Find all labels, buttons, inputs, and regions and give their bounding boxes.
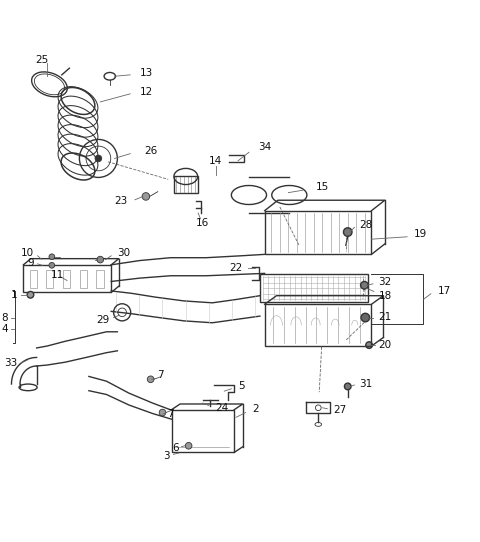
Circle shape [159,409,166,416]
Circle shape [49,254,55,260]
Text: 32: 32 [379,277,392,287]
Text: 15: 15 [315,182,329,192]
Circle shape [27,292,34,298]
Circle shape [345,383,351,390]
Text: 13: 13 [140,68,153,78]
Text: 20: 20 [379,340,392,350]
Text: 12: 12 [140,87,153,97]
Circle shape [49,262,55,268]
Text: 10: 10 [21,248,34,259]
Text: 29: 29 [96,315,110,325]
Text: 2: 2 [252,404,259,414]
Text: 9: 9 [27,258,34,268]
Circle shape [95,155,102,162]
Text: 34: 34 [258,141,272,152]
Circle shape [142,192,150,200]
Bar [96,269,104,288]
Text: 14: 14 [209,156,222,166]
Bar [174,177,198,192]
Text: 23: 23 [115,196,128,206]
Bar [264,304,372,346]
Text: 8: 8 [1,313,8,322]
Text: 21: 21 [379,312,392,321]
Text: 30: 30 [118,248,131,259]
Text: 5: 5 [238,382,245,391]
Bar [46,269,53,288]
Bar [260,274,368,302]
Text: 6: 6 [172,443,179,453]
Circle shape [185,442,192,449]
Text: 16: 16 [196,217,209,228]
Text: 11: 11 [51,270,64,280]
Bar [24,265,111,292]
Text: 1: 1 [11,290,18,300]
Circle shape [147,376,154,383]
Bar [80,269,87,288]
Circle shape [344,228,352,236]
Text: 7: 7 [157,371,164,380]
Text: 27: 27 [333,405,346,415]
Circle shape [366,342,372,349]
Text: 18: 18 [379,291,392,301]
Text: 26: 26 [144,146,158,156]
Text: 33: 33 [4,358,18,367]
Text: 7: 7 [167,409,173,419]
Text: 3: 3 [163,451,169,461]
Text: 25: 25 [36,55,49,64]
Circle shape [360,281,368,289]
Bar [63,269,70,288]
Text: 24: 24 [215,403,228,413]
Circle shape [361,313,370,322]
Bar [29,269,36,288]
Bar [264,211,372,254]
Text: 28: 28 [360,220,373,230]
Text: 19: 19 [414,229,428,240]
Text: 4: 4 [1,324,8,334]
Text: 22: 22 [229,263,243,273]
Text: 31: 31 [360,379,373,389]
Circle shape [97,256,104,263]
Bar [171,410,234,453]
Text: 17: 17 [437,286,451,296]
